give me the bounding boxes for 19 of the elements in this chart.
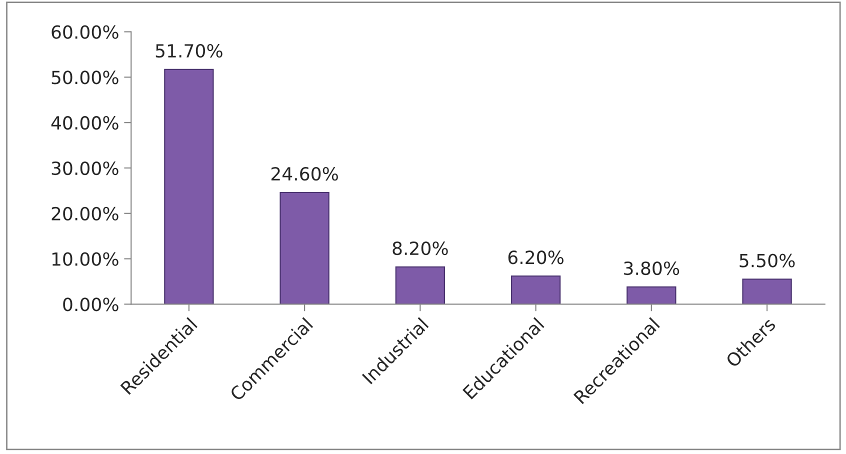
bar bbox=[395, 266, 446, 304]
bar bbox=[626, 286, 676, 304]
data-label: 5.50% bbox=[740, 254, 795, 268]
bar bbox=[742, 278, 792, 304]
y-tick-label: 50.00% bbox=[52, 70, 118, 84]
y-tick-label: 30.00% bbox=[52, 161, 118, 176]
data-label: 6.20% bbox=[508, 250, 564, 264]
y-tick-label: 40.00% bbox=[51, 116, 118, 130]
bar bbox=[280, 192, 330, 304]
data-label: 51.70% bbox=[156, 44, 222, 58]
y-tick-label: 20.00% bbox=[52, 206, 118, 220]
y-tick-label: 10.00% bbox=[52, 252, 118, 266]
y-tick-label: 60.00% bbox=[52, 25, 118, 39]
data-label: 3.80% bbox=[624, 261, 680, 276]
data-label: 8.20% bbox=[392, 241, 448, 256]
bar bbox=[164, 68, 214, 304]
data-label: 24.60% bbox=[271, 167, 338, 181]
y-tick-label: 0.00% bbox=[63, 298, 118, 312]
bar bbox=[510, 275, 561, 304]
